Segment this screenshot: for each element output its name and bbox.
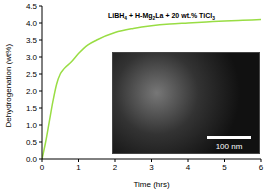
- svg-text:2.5: 2.5: [26, 70, 38, 79]
- svg-text:4: 4: [186, 163, 191, 172]
- svg-text:0.5: 0.5: [26, 138, 38, 147]
- html-text:100 nm: 100 nm: [215, 142, 243, 151]
- svg-text:1.5: 1.5: [26, 104, 38, 113]
- svg-text:Dehydrogenation (wt%): Dehydrogenation (wt%): [8, 44, 13, 128]
- svg-text:1.0: 1.0: [26, 121, 38, 130]
- svg-text:0: 0: [40, 163, 45, 172]
- svg-text:5: 5: [222, 163, 227, 172]
- svg-text:2.0: 2.0: [26, 87, 38, 96]
- svg-text:3.5: 3.5: [26, 36, 38, 45]
- svg-text:2: 2: [113, 163, 118, 172]
- svg-text:4.5: 4.5: [26, 2, 38, 11]
- svg-text:4.0: 4.0: [26, 19, 38, 28]
- svg-text:Time (hrs): Time (hrs): [133, 180, 169, 189]
- html-text:LiBH4+ H-Mg2La + 20 wt.% TiCl3: LiBH4+ H-Mg2La + 20 wt.% TiCl3: [108, 12, 215, 22]
- svg-text:0.0: 0.0: [26, 155, 38, 164]
- svg-text:3.0: 3.0: [26, 53, 38, 62]
- svg-text:3: 3: [149, 163, 154, 172]
- svg-text:6: 6: [259, 163, 260, 172]
- svg-text:1: 1: [76, 163, 81, 172]
